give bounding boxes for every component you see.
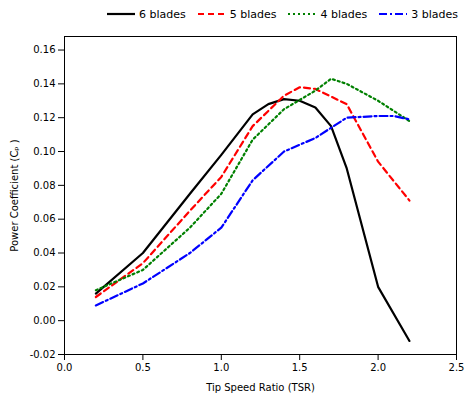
svg-text:0.00: 0.00 (33, 315, 55, 326)
svg-text:0.10: 0.10 (33, 146, 55, 157)
svg-text:0.5: 0.5 (135, 362, 151, 373)
svg-text:0.0: 0.0 (57, 362, 73, 373)
svg-text:0.14: 0.14 (33, 78, 55, 89)
svg-text:0.08: 0.08 (33, 180, 55, 191)
html-text:3 blades: 3 blades (411, 7, 458, 21)
html-text:4 blades: 4 blades (320, 7, 368, 21)
svg-text:0.16: 0.16 (33, 44, 55, 55)
svg-text:Tip Speed Ratio (TSR): Tip Speed Ratio (TSR) (205, 382, 315, 393)
svg-text:2.5: 2.5 (449, 362, 465, 373)
svg-text:1.5: 1.5 (292, 362, 308, 373)
html-text:5 blades: 5 blades (229, 7, 277, 21)
svg-text:Power Coefficient (Cₚ ): Power Coefficient (Cₚ ) (9, 139, 20, 252)
svg-text:-0.02: -0.02 (30, 349, 56, 360)
html-text:6 blades: 6 blades (138, 7, 186, 21)
svg-text:0.12: 0.12 (33, 112, 55, 123)
svg-text:1.0: 1.0 (213, 362, 229, 373)
svg-text:0.04: 0.04 (33, 247, 55, 258)
svg-text:0.06: 0.06 (33, 213, 55, 224)
svg-text:2.0: 2.0 (370, 362, 386, 373)
svg-text:0.02: 0.02 (33, 281, 55, 292)
